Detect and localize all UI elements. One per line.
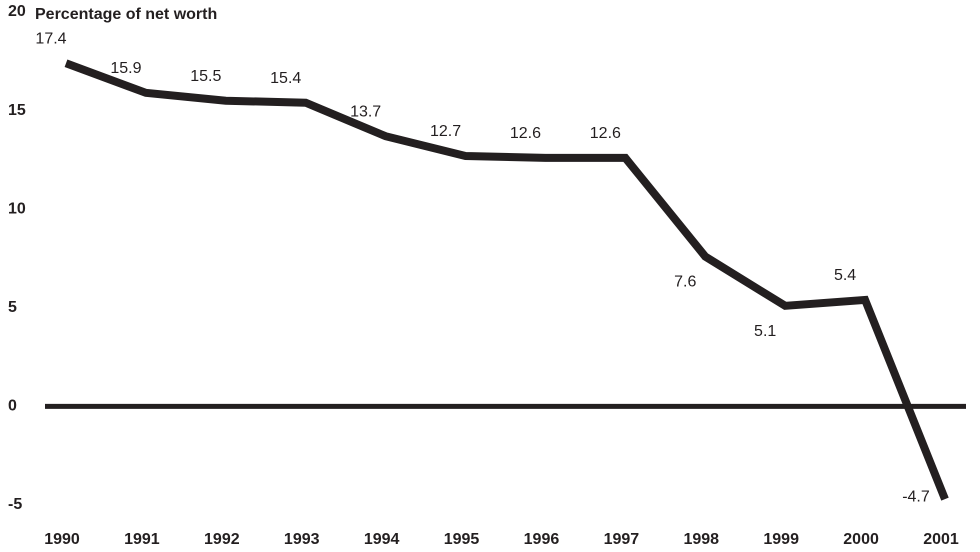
y-tick-label: 5: [8, 299, 17, 316]
y-tick-label: 0: [8, 398, 17, 415]
x-tick-label: 1998: [683, 531, 719, 548]
data-label: 12.6: [590, 125, 621, 142]
x-tick-label: 1990: [44, 531, 80, 548]
x-tick-label: 1996: [524, 531, 560, 548]
x-tick-label: 1994: [364, 531, 400, 548]
chart-title: Percentage of net worth: [35, 6, 217, 23]
x-tick-label: 1993: [284, 531, 320, 548]
data-label: 5.4: [834, 267, 856, 284]
data-label: 7.6: [674, 274, 696, 291]
data-line: [64, 59, 949, 501]
y-tick-label: -5: [8, 496, 22, 513]
y-tick-label: 20: [8, 3, 26, 20]
x-tick-label: 2001: [923, 531, 959, 548]
y-tick-label: 15: [8, 102, 26, 119]
x-tick-label: 1991: [124, 531, 160, 548]
data-label: 12.7: [430, 123, 461, 140]
y-tick-label: 10: [8, 200, 26, 217]
data-label: 17.4: [35, 30, 66, 47]
data-label: 15.5: [190, 68, 221, 85]
data-label: 15.9: [110, 60, 141, 77]
x-tick-label: 1992: [204, 531, 240, 548]
data-label: 13.7: [350, 103, 381, 120]
x-tick-label: 2000: [843, 531, 879, 548]
data-label: 15.4: [270, 70, 301, 87]
data-label: -4.7: [902, 488, 930, 505]
data-label: 5.1: [754, 323, 776, 340]
x-tick-label: 1999: [763, 531, 799, 548]
x-tick-label: 1997: [604, 531, 640, 548]
x-tick-label: 1995: [444, 531, 480, 548]
data-label: 12.6: [510, 125, 541, 142]
